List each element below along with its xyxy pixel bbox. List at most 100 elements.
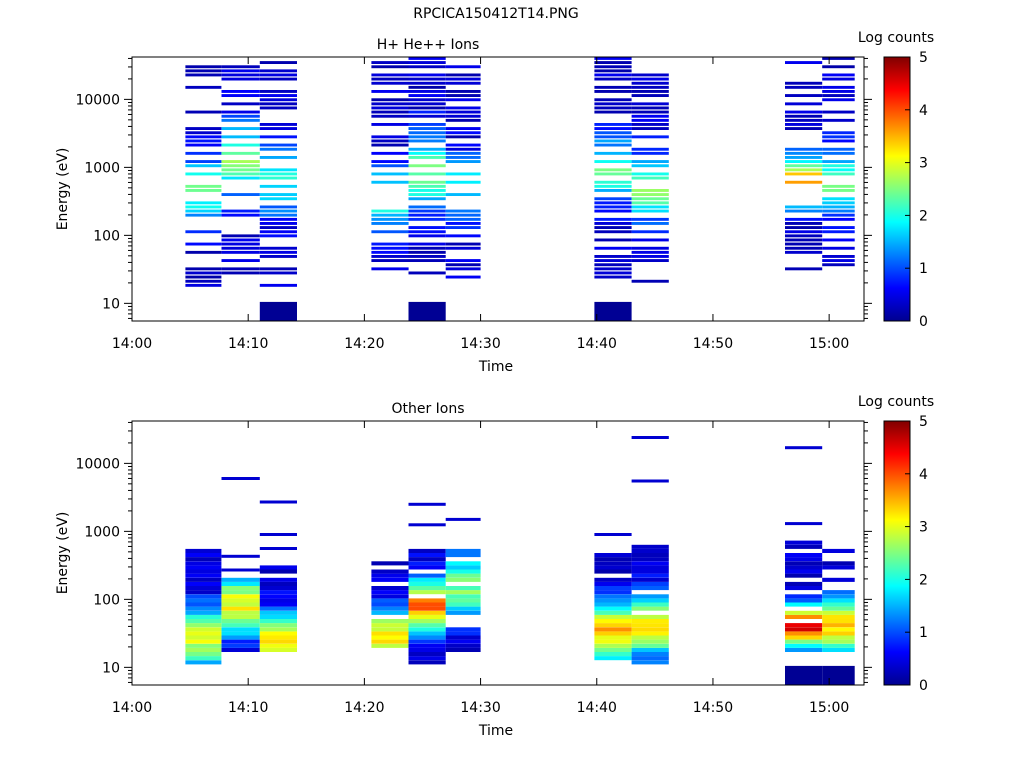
heatmap-cell [221, 477, 260, 480]
heatmap-cell [259, 230, 297, 234]
heatmap-cell [785, 250, 823, 254]
x-tick-label: 14:50 [693, 700, 733, 716]
heatmap-cell [631, 614, 669, 619]
heatmap-cell [259, 184, 297, 188]
heatmap-cell [445, 234, 481, 238]
heatmap-cell [185, 69, 222, 73]
heatmap-cell [631, 201, 669, 205]
heatmap-cell [221, 73, 260, 77]
heatmap-cell [594, 614, 632, 619]
panel-title: Other Ions [391, 401, 464, 417]
heatmap-cell [259, 250, 297, 254]
heatmap-column [785, 446, 823, 685]
heatmap-cell [785, 123, 823, 126]
heatmap-cell [594, 143, 632, 147]
heatmap-cell [408, 565, 446, 570]
heatmap-cell [594, 301, 632, 321]
heatmap-cell [185, 652, 222, 657]
heatmap-cell [408, 217, 446, 221]
heatmap-cell [408, 246, 446, 250]
heatmap-cell [445, 217, 481, 221]
colorbar-gradient [883, 420, 911, 686]
heatmap-cell [822, 263, 855, 267]
heatmap-cell [408, 151, 446, 155]
colorbar-tick-label: 4 [919, 103, 928, 119]
heatmap-cell [594, 643, 632, 648]
heatmap-cell [259, 639, 297, 644]
heatmap-cell [371, 110, 409, 114]
heatmap-cell [408, 193, 446, 196]
heatmap-cell [631, 553, 669, 558]
heatmap-cell [594, 222, 632, 225]
heatmap-cell [221, 209, 260, 213]
heatmap-cell [594, 602, 632, 607]
heatmap-cell [185, 209, 222, 213]
heatmap-cell [631, 110, 669, 114]
heatmap-cell [371, 242, 409, 246]
heatmap-cell [185, 610, 222, 615]
heatmap-cell [785, 565, 823, 570]
x-tick-label: 14:00 [112, 336, 152, 352]
heatmap-cell [445, 573, 481, 578]
heatmap-cell [408, 635, 446, 640]
heatmap-cell [822, 205, 855, 209]
heatmap-cell [408, 156, 446, 159]
heatmap-cell [185, 606, 222, 611]
heatmap-cell [185, 639, 222, 644]
colorbar-tick-label: 1 [919, 625, 928, 641]
heatmap-cell [259, 598, 297, 603]
heatmap-cell [594, 184, 632, 188]
heatmap-cell [185, 614, 222, 619]
heatmap-cell [221, 259, 260, 262]
heatmap-cell [408, 271, 446, 275]
heatmap-cell [408, 656, 446, 661]
heatmap-cell [594, 656, 632, 661]
x-tick-label: 14:00 [112, 700, 152, 716]
heatmap-cell [445, 106, 481, 110]
heatmap-cell [185, 660, 222, 665]
heatmap-cell [259, 168, 297, 172]
heatmap-cell [221, 114, 260, 118]
heatmap-cell [371, 209, 409, 213]
heatmap-cell [185, 573, 222, 578]
heatmap-cell [221, 554, 260, 558]
heatmap-cell [408, 106, 446, 110]
heatmap-cell [785, 553, 823, 558]
heatmap-cell [221, 631, 260, 636]
heatmap-cell [445, 635, 481, 640]
heatmap-cell [785, 581, 823, 586]
heatmap-cell [785, 164, 823, 168]
heatmap-cell [785, 110, 823, 114]
heatmap-cell [185, 581, 222, 586]
heatmap-cell [408, 90, 446, 93]
heatmap-cell [259, 98, 297, 102]
heatmap-cell [822, 255, 855, 258]
panel-title: H+ He++ Ions [377, 37, 480, 53]
heatmap-cell [371, 623, 409, 628]
heatmap-cell [631, 246, 669, 250]
panel-h-he-ions: H+ He++ Ions 14:00 14:10 14:20 14:30 14:40 14:… [55, 30, 934, 375]
heatmap-cell [221, 238, 260, 242]
heatmap-cell [185, 65, 222, 69]
heatmap-cell [785, 586, 823, 591]
heatmap-cell [445, 263, 481, 267]
heatmap-cell [785, 147, 823, 151]
heatmap-cell [594, 569, 632, 574]
x-tick-label: 15:00 [809, 700, 849, 716]
heatmap-cell [408, 73, 446, 77]
heatmap-cell [259, 631, 297, 636]
heatmap-cell [631, 627, 669, 632]
heatmap-cell [785, 631, 823, 636]
heatmap-cell [822, 639, 855, 644]
heatmap-cell [408, 610, 446, 615]
heatmap-cell [785, 61, 823, 64]
heatmap-cell [785, 242, 823, 246]
heatmap-cell [259, 627, 297, 632]
heatmap-cell [185, 73, 222, 77]
heatmap-cell [594, 267, 632, 271]
heatmap-cell [408, 606, 446, 611]
heatmap-column [594, 533, 632, 661]
heatmap-cell [631, 176, 669, 180]
heatmap-cell [631, 238, 669, 242]
heatmap-cell [594, 606, 632, 611]
